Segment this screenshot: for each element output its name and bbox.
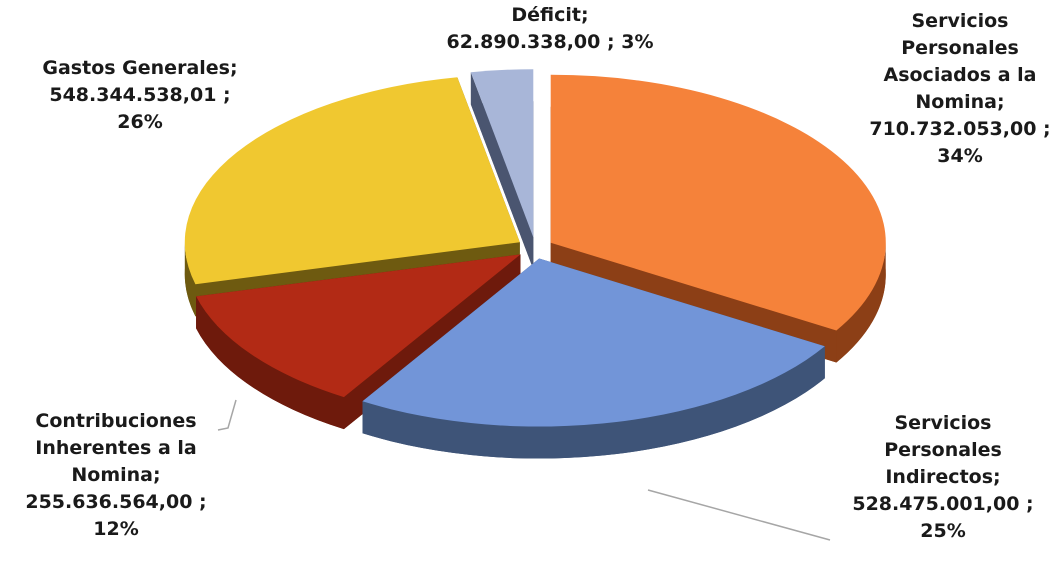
label-value: 62.890.338,00	[446, 31, 601, 53]
data-label: Déficit; 62.890.338,00 ; 3%	[440, 2, 660, 56]
label-separator: ;	[606, 31, 615, 53]
slice-wall	[836, 242, 886, 363]
label-percent: 25%	[920, 520, 966, 542]
label-percent: 26%	[117, 111, 163, 133]
label-value: 710.732.053,00	[869, 118, 1037, 140]
slice	[362, 258, 825, 427]
data-label: Gastos Generales; 548.344.538,01 ; 26%	[35, 55, 245, 136]
label-separator: ;	[1043, 118, 1051, 140]
label-percent: 34%	[937, 145, 983, 167]
slice	[196, 254, 521, 398]
slice	[470, 69, 534, 238]
label-value: 548.344.538,01	[49, 84, 217, 106]
label-percent: 12%	[93, 518, 139, 540]
slice	[184, 77, 520, 285]
label-separator: ;	[581, 4, 589, 26]
label-separator: ;	[997, 91, 1005, 113]
data-label: Servicios Personales Indirectos; 528.475…	[838, 410, 1048, 545]
label-value: 255.636.564,00	[25, 491, 193, 513]
data-label: Contribuciones Inherentes a la Nomina; 2…	[0, 408, 232, 543]
label-name: Servicios Personales Asociados a la Nomi…	[883, 10, 1037, 113]
pie	[184, 69, 886, 459]
leader-line	[647, 489, 831, 541]
label-percent: 3%	[621, 31, 654, 53]
label-value: 528.475.001,00	[852, 493, 1020, 515]
label-separator: ;	[993, 466, 1001, 488]
label-separator: ;	[199, 491, 207, 513]
slice-wall	[184, 242, 196, 317]
label-separator: ;	[223, 84, 231, 106]
slice-wall	[362, 346, 825, 459]
label-separator: ;	[153, 464, 161, 486]
label-separator: ;	[1026, 493, 1034, 515]
slice-wall	[196, 296, 344, 430]
data-label: Servicios Personales Asociados a la Nomi…	[855, 8, 1063, 170]
label-name: Gastos Generales	[42, 57, 230, 79]
label-separator: ;	[229, 57, 238, 79]
label-name: Contribuciones Inherentes a la Nomina	[35, 410, 197, 486]
slice	[550, 74, 886, 331]
slice-face	[470, 72, 534, 270]
label-name: Servicios Personales Indirectos	[884, 412, 1002, 488]
label-name: Déficit	[511, 4, 581, 26]
leader-line	[217, 399, 237, 431]
